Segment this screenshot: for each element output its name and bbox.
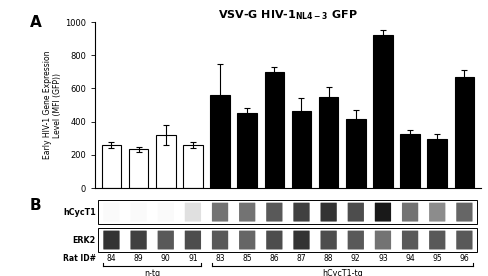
Bar xyxy=(129,149,148,188)
Bar xyxy=(156,135,176,188)
Y-axis label: Early HIV-1 Gene Expression
Level (MFI (GFP)): Early HIV-1 Gene Expression Level (MFI (… xyxy=(43,51,62,159)
Bar xyxy=(99,228,477,252)
Bar xyxy=(346,119,366,188)
Text: 89: 89 xyxy=(134,254,143,263)
FancyBboxPatch shape xyxy=(456,230,472,250)
FancyBboxPatch shape xyxy=(266,203,283,222)
Text: B: B xyxy=(30,198,41,213)
Bar xyxy=(319,97,338,188)
Bar xyxy=(238,113,257,188)
Title: VSV-G HIV-1$_{\mathregular{NL4-3}}$ GFP: VSV-G HIV-1$_{\mathregular{NL4-3}}$ GFP xyxy=(218,8,358,22)
FancyBboxPatch shape xyxy=(429,203,446,222)
FancyBboxPatch shape xyxy=(103,230,120,250)
Text: 85: 85 xyxy=(243,254,252,263)
Bar xyxy=(292,111,311,188)
FancyBboxPatch shape xyxy=(402,203,418,222)
Text: hCycT1: hCycT1 xyxy=(63,208,96,217)
FancyBboxPatch shape xyxy=(321,203,337,222)
FancyBboxPatch shape xyxy=(429,230,446,250)
Bar xyxy=(264,72,284,188)
FancyBboxPatch shape xyxy=(375,230,391,250)
FancyBboxPatch shape xyxy=(158,230,174,250)
Text: 86: 86 xyxy=(269,254,279,263)
Text: Rat ID#: Rat ID# xyxy=(62,254,96,263)
Text: 87: 87 xyxy=(297,254,306,263)
FancyBboxPatch shape xyxy=(321,230,337,250)
Text: 91: 91 xyxy=(188,254,198,263)
Bar xyxy=(210,95,230,188)
FancyBboxPatch shape xyxy=(293,230,310,250)
Bar xyxy=(400,134,420,188)
Bar xyxy=(183,145,203,188)
Text: 83: 83 xyxy=(215,254,225,263)
FancyBboxPatch shape xyxy=(266,230,283,250)
FancyBboxPatch shape xyxy=(103,203,120,222)
Text: 92: 92 xyxy=(351,254,361,263)
FancyBboxPatch shape xyxy=(239,230,255,250)
FancyBboxPatch shape xyxy=(456,203,472,222)
Text: n-tg: n-tg xyxy=(144,269,160,276)
FancyBboxPatch shape xyxy=(375,203,391,222)
Bar xyxy=(455,77,474,188)
Bar xyxy=(373,35,393,188)
FancyBboxPatch shape xyxy=(347,230,364,250)
Text: 96: 96 xyxy=(460,254,469,263)
Text: 90: 90 xyxy=(161,254,171,263)
Text: 93: 93 xyxy=(378,254,388,263)
FancyBboxPatch shape xyxy=(293,203,310,222)
FancyBboxPatch shape xyxy=(347,203,364,222)
Text: 95: 95 xyxy=(432,254,442,263)
Bar xyxy=(427,139,447,188)
Text: hCycT1-tg: hCycT1-tg xyxy=(322,269,363,276)
Text: ERK2: ERK2 xyxy=(72,235,96,245)
FancyBboxPatch shape xyxy=(212,203,228,222)
FancyBboxPatch shape xyxy=(130,203,147,222)
Bar xyxy=(102,145,121,188)
Text: A: A xyxy=(30,15,41,30)
Bar xyxy=(99,200,477,224)
FancyBboxPatch shape xyxy=(158,203,174,222)
FancyBboxPatch shape xyxy=(185,230,201,250)
Text: 88: 88 xyxy=(324,254,333,263)
FancyBboxPatch shape xyxy=(212,230,228,250)
Text: 94: 94 xyxy=(405,254,415,263)
Text: 84: 84 xyxy=(107,254,116,263)
FancyBboxPatch shape xyxy=(402,230,418,250)
FancyBboxPatch shape xyxy=(239,203,255,222)
FancyBboxPatch shape xyxy=(185,203,201,222)
FancyBboxPatch shape xyxy=(130,230,147,250)
